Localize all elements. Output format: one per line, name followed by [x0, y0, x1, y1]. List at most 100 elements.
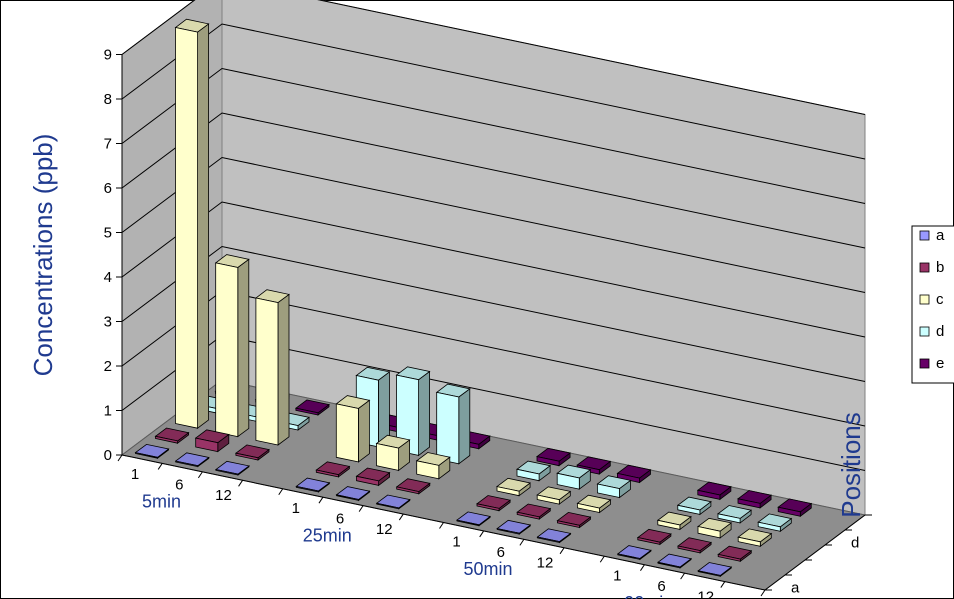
- bar: [656, 511, 692, 531]
- bar: [616, 545, 652, 561]
- y-tick-label: 4: [104, 269, 112, 286]
- bar-front: [717, 553, 741, 562]
- x-tick-mark: [760, 589, 766, 597]
- legend-swatch: [919, 230, 930, 241]
- legend-swatch: [919, 358, 930, 369]
- bar-front: [135, 452, 159, 459]
- gridline: [121, 201, 866, 338]
- bar: [375, 494, 411, 510]
- subcategory-label: 1: [613, 567, 621, 584]
- gridline: [121, 112, 866, 249]
- bar: [737, 490, 773, 509]
- bar-front: [697, 489, 721, 500]
- bar-front: [215, 262, 239, 438]
- y-axis-title: Concentrations (ppb): [28, 134, 58, 377]
- bar: [134, 443, 170, 460]
- bar-side: [237, 258, 250, 438]
- bar-front: [315, 469, 339, 478]
- bar-front: [777, 506, 801, 517]
- bar-front: [376, 443, 400, 471]
- bar-front: [235, 452, 259, 461]
- depth-axis-line: [764, 514, 866, 591]
- bar: [435, 383, 471, 465]
- bar: [596, 475, 632, 499]
- bar: [717, 505, 753, 524]
- y-tick-label: 6: [104, 180, 112, 197]
- bar: [616, 464, 652, 484]
- bar-front: [436, 391, 460, 465]
- bar-side: [197, 23, 210, 430]
- y-tick-label: 1: [104, 403, 112, 420]
- depth-axis-title: Positions: [836, 412, 866, 518]
- bar: [415, 452, 451, 480]
- bar: [214, 254, 250, 438]
- bar-front: [536, 456, 560, 467]
- bar-side: [418, 370, 431, 457]
- bar-front: [175, 460, 199, 468]
- bar: [696, 481, 732, 501]
- subcategory-label: 6: [336, 510, 344, 527]
- bar: [335, 395, 371, 463]
- bar-front: [557, 520, 580, 528]
- bar: [556, 511, 592, 529]
- depth-tick-label: d: [851, 535, 859, 552]
- gridline: [121, 23, 866, 160]
- y-tick-label: 7: [104, 136, 112, 153]
- bar-front: [516, 511, 540, 520]
- group-label: 25min: [303, 525, 352, 545]
- bar-front: [376, 502, 400, 510]
- bar: [536, 528, 572, 544]
- subcategory-label: 1: [292, 500, 300, 517]
- bar: [174, 452, 210, 468]
- bar: [757, 513, 793, 533]
- bar-front: [295, 407, 319, 416]
- bar-side: [277, 293, 290, 446]
- bar: [697, 562, 733, 578]
- group-label: 50min: [464, 559, 513, 579]
- bar: [254, 289, 290, 446]
- bar: [154, 427, 190, 445]
- bar: [375, 434, 411, 472]
- bar-side: [357, 399, 370, 463]
- bar-front: [657, 519, 681, 530]
- x-tick-mark: [358, 505, 364, 512]
- legend-swatch: [919, 326, 930, 337]
- subcategory-label: 6: [175, 477, 183, 494]
- bar-front: [577, 502, 600, 513]
- x-tick-mark: [559, 547, 565, 555]
- subcategory-label: 12: [376, 521, 393, 538]
- subcategory-label: 12: [537, 555, 554, 572]
- bar: [335, 486, 371, 502]
- bar-front: [155, 435, 179, 444]
- bar: [536, 486, 572, 505]
- x-tick-mark: [519, 539, 525, 546]
- bar: [516, 460, 552, 482]
- legend-box: [911, 225, 954, 384]
- bar-side: [458, 388, 471, 465]
- x-tick-mark: [157, 463, 163, 470]
- x-tick-mark: [599, 555, 605, 563]
- bar: [234, 444, 270, 461]
- bar-front: [697, 570, 721, 577]
- bar: [295, 477, 331, 493]
- bar: [476, 495, 512, 512]
- subcategory-label: 12: [697, 588, 714, 599]
- bar-front: [175, 27, 199, 429]
- x-tick-mark: [439, 522, 444, 529]
- gridline: [121, 67, 866, 204]
- bar-front: [737, 536, 761, 547]
- bar-front: [396, 486, 420, 495]
- bar-front: [496, 486, 520, 497]
- bar-front: [697, 526, 721, 539]
- bar: [315, 461, 351, 478]
- subcategory-label: 12: [215, 487, 232, 504]
- legend-label: b: [936, 259, 944, 276]
- x-tick-mark: [479, 530, 485, 538]
- bar: [395, 478, 431, 495]
- bar-front: [356, 475, 380, 486]
- subcategory-label: 6: [497, 544, 505, 561]
- x-tick-mark: [720, 581, 726, 588]
- depth-tick-label: a: [791, 580, 800, 597]
- bar-front: [255, 297, 279, 446]
